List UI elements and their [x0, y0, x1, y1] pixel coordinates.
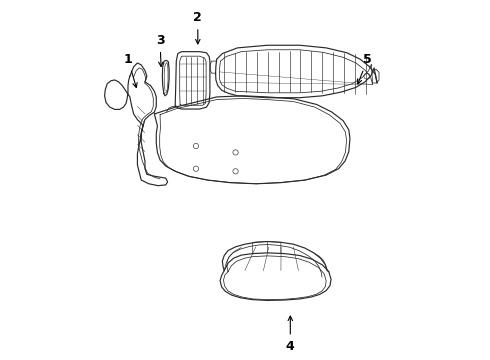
Text: 2: 2 — [194, 11, 202, 44]
Text: 4: 4 — [286, 316, 294, 352]
Text: 5: 5 — [357, 53, 372, 84]
Text: 3: 3 — [156, 34, 164, 67]
Text: 1: 1 — [123, 53, 137, 87]
